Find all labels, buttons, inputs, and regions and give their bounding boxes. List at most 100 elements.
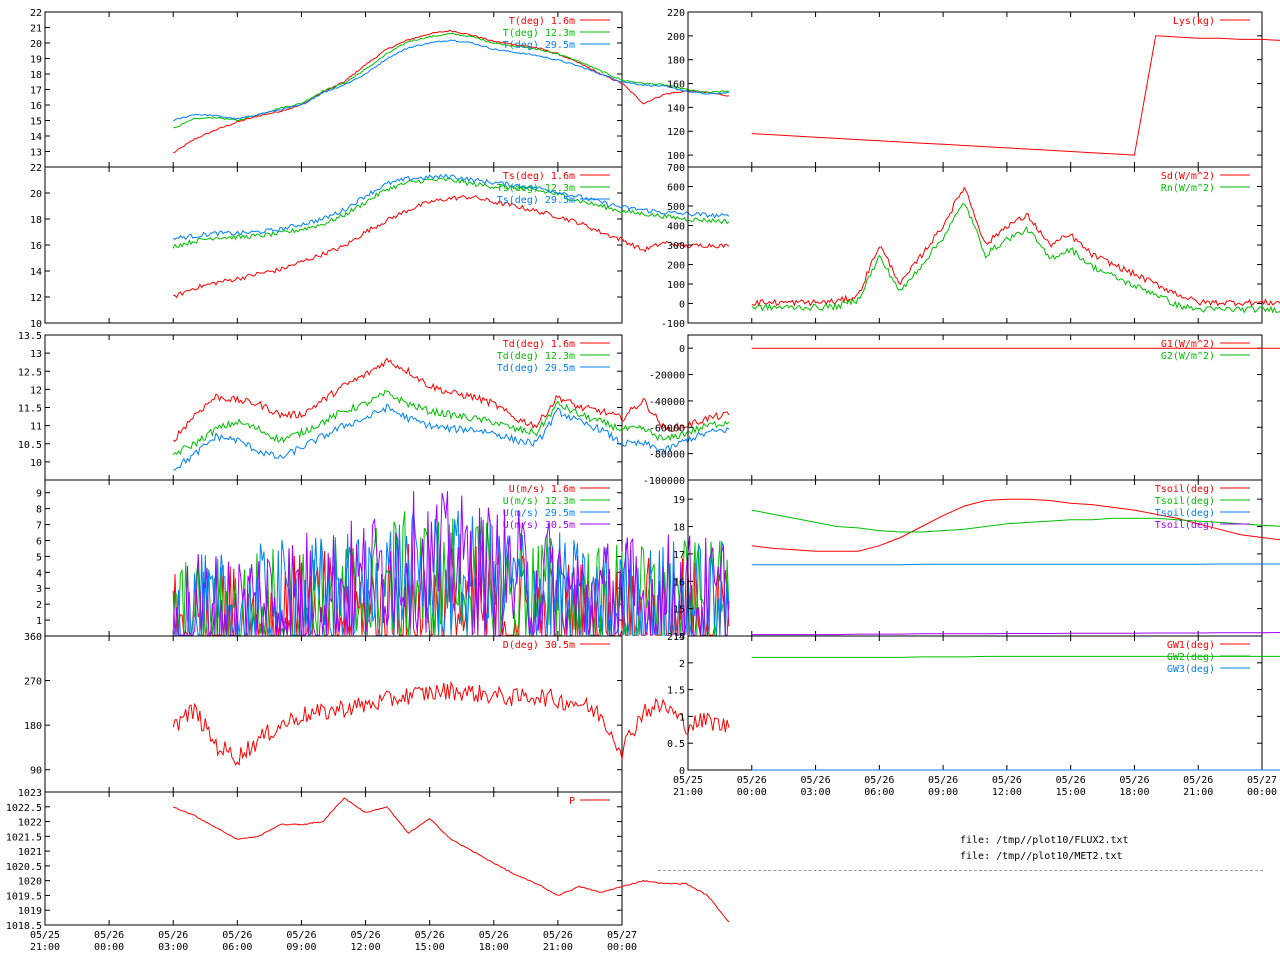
series-line-U-3: [172, 491, 730, 636]
x-tick-date-GW-7: 05/26: [1119, 775, 1149, 786]
y-tick-label-Ts-4: 18: [30, 215, 42, 226]
x-tick-time-GW-9: 00:00: [1247, 787, 1277, 798]
x-tick-date-P-5: 05/26: [351, 930, 381, 941]
y-tick-label-Tsoil-4: 18: [673, 523, 685, 534]
y-tick-label-Sd-6: 500: [667, 202, 685, 213]
y-tick-label-G-2: -60000: [649, 423, 685, 434]
series-line-Sd-0: [751, 186, 1280, 307]
x-tick-date-P-8: 05/26: [543, 930, 573, 941]
x-tick-date-P-3: 05/26: [222, 930, 252, 941]
y-tick-label-P-3: 1020: [18, 877, 42, 888]
y-tick-label-T-8: 21: [30, 24, 42, 35]
panel-frame-Lys: [687, 11, 1263, 168]
y-tick-label-U-8: 9: [36, 489, 42, 500]
series-line-Sd-1: [751, 203, 1280, 314]
dashed-separator: [658, 870, 1263, 871]
series-line-Tsoil-3: [751, 631, 1280, 636]
y-tick-label-T-6: 19: [30, 55, 42, 66]
y-tick-label-Sd-2: 100: [667, 280, 685, 291]
legend-label-T-0: T(deg) 1.6m: [509, 16, 575, 27]
y-tick-label-Ts-3: 16: [30, 241, 42, 252]
y-tick-label-GW-4: 2: [679, 659, 685, 670]
series-line-Ts-1: [172, 177, 730, 249]
legend-label-Sd-1: Rn(W/m^2): [1161, 183, 1215, 194]
y-tick-label-P-2: 1019.5: [6, 891, 42, 902]
y-tick-label-U-1: 2: [36, 600, 42, 611]
y-tick-label-Td-3: 11.5: [18, 404, 42, 415]
x-tick-time-P-3: 06:00: [222, 942, 252, 953]
y-tick-label-U-7: 8: [36, 505, 42, 516]
file-label-flux2: file: /tmp//plot10/FLUX2.txt: [960, 835, 1129, 846]
y-tick-label-G-0: -100000: [643, 476, 685, 487]
x-tick-time-P-9: 00:00: [607, 942, 637, 953]
y-tick-label-P-8: 1022.5: [6, 803, 42, 814]
x-tick-date-P-7: 05/26: [479, 930, 509, 941]
x-tick-date-P-9: 05/27: [607, 930, 637, 941]
y-tick-label-U-3: 4: [36, 568, 42, 579]
series-line-Td-0: [172, 357, 730, 442]
x-tick-time-P-0: 21:00: [30, 942, 60, 953]
y-tick-label-U-0: 1: [36, 616, 42, 627]
y-tick-label-Sd-3: 200: [667, 261, 685, 272]
y-tick-label-Lys-1: 120: [667, 127, 685, 138]
y-tick-label-Sd-7: 600: [667, 183, 685, 194]
y-tick-label-Ts-5: 20: [30, 189, 42, 200]
y-tick-label-T-1: 14: [30, 132, 42, 143]
file-label-met2: file: /tmp//plot10/MET2.txt: [960, 851, 1123, 862]
y-tick-label-Sd-8: 700: [667, 163, 685, 174]
series-line-GW-1: [751, 655, 1280, 658]
legend-label-Td-0: Td(deg) 1.6m: [503, 339, 575, 350]
legend-label-Tsoil-0: Tsoil(deg): [1155, 484, 1215, 495]
y-tick-label-GW-2: 1: [679, 712, 685, 723]
y-tick-label-U-5: 6: [36, 536, 42, 547]
x-tick-time-GW-0: 21:00: [673, 787, 703, 798]
legend-label-Sd-0: Sd(W/m^2): [1161, 171, 1215, 182]
series-line-Ts-0: [173, 194, 730, 299]
series-line-Tsoil-2: [751, 563, 1280, 566]
x-tick-date-P-1: 05/26: [94, 930, 124, 941]
y-tick-label-P-0: 1018.5: [6, 921, 42, 932]
y-tick-label-Tsoil-2: 16: [673, 577, 685, 588]
y-tick-label-GW-5: 2.5: [667, 632, 685, 643]
y-tick-label-Tsoil-1: 15: [673, 605, 685, 616]
y-tick-label-Lys-2: 140: [667, 103, 685, 114]
panel-frame-D: [44, 635, 623, 793]
y-tick-label-T-9: 22: [30, 8, 42, 19]
x-tick-time-P-6: 15:00: [415, 942, 445, 953]
x-tick-date-GW-0: 05/25: [673, 775, 703, 786]
y-tick-label-G-4: -20000: [649, 371, 685, 382]
legend-label-U-3: U(m/s) 30.5m: [503, 520, 575, 531]
x-tick-time-GW-4: 09:00: [928, 787, 958, 798]
series-line-D-0: [172, 680, 730, 767]
x-tick-time-P-2: 03:00: [158, 942, 188, 953]
legend-label-Tsoil-3: Tsoil(deg): [1155, 520, 1215, 531]
x-tick-date-GW-3: 05/26: [864, 775, 894, 786]
x-tick-date-GW-8: 05/26: [1183, 775, 1213, 786]
x-tick-date-P-0: 05/25: [30, 930, 60, 941]
x-tick-time-GW-5: 12:00: [992, 787, 1022, 798]
x-tick-time-GW-8: 21:00: [1183, 787, 1213, 798]
x-tick-time-P-8: 21:00: [543, 942, 573, 953]
y-tick-label-GW-0: 0: [679, 766, 685, 777]
y-tick-label-D-2: 270: [24, 677, 42, 688]
series-line-P-0: [173, 797, 730, 923]
y-tick-label-Lys-4: 180: [667, 56, 685, 67]
x-tick-time-GW-1: 00:00: [737, 787, 767, 798]
y-tick-label-Td-2: 11: [30, 422, 42, 433]
y-tick-label-Tsoil-5: 19: [673, 495, 685, 506]
y-tick-label-Lys-5: 200: [667, 32, 685, 43]
y-tick-label-Td-6: 13: [30, 349, 42, 360]
y-tick-label-T-7: 20: [30, 39, 42, 50]
y-tick-label-P-9: 1023: [18, 788, 42, 799]
legend-label-GW-2: GW3(deg): [1167, 664, 1215, 675]
y-tick-label-Sd-4: 300: [667, 241, 685, 252]
y-tick-label-Td-0: 10: [30, 458, 42, 469]
y-tick-label-Td-7: 13.5: [18, 331, 42, 342]
y-tick-label-Ts-2: 14: [30, 267, 42, 278]
x-tick-date-GW-1: 05/26: [737, 775, 767, 786]
y-tick-label-P-5: 1021: [18, 847, 42, 858]
y-tick-label-T-5: 18: [30, 70, 42, 81]
series-line-Td-1: [172, 389, 730, 455]
